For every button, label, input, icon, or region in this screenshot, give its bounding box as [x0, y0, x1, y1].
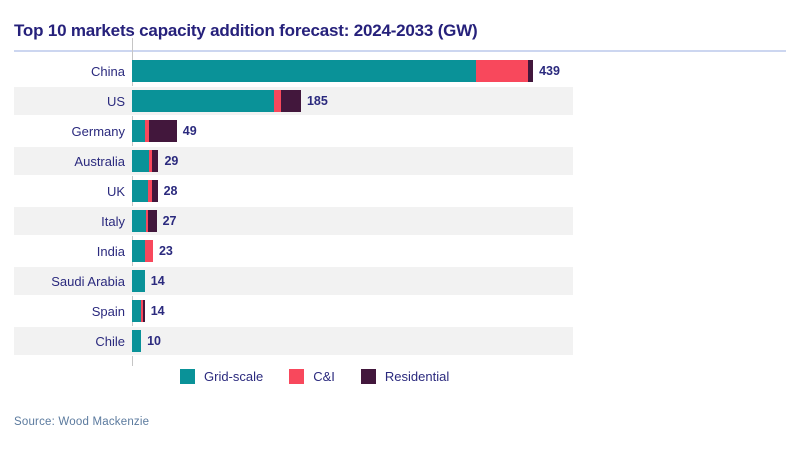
value-label: 49	[182, 124, 197, 138]
bar	[132, 210, 157, 232]
bar-zone: 14	[132, 300, 786, 322]
bar-segment-grid-scale	[132, 180, 149, 202]
bar-segment-grid-scale	[132, 60, 477, 82]
value-label: 14	[150, 274, 165, 288]
bar-row: UK 28	[14, 176, 786, 206]
bar	[132, 270, 145, 292]
legend-item-grid-scale: Grid-scale	[180, 369, 263, 384]
bar	[132, 180, 158, 202]
chart-title: Top 10 markets capacity addition forecas…	[14, 21, 478, 40]
bar-segment-c-i	[273, 90, 281, 112]
legend-swatch-residential	[360, 369, 376, 384]
bar	[132, 120, 177, 142]
bar-zone: 23	[132, 240, 786, 262]
bar-row: Spain 14	[14, 296, 786, 326]
bar-zone: 439	[132, 60, 786, 82]
legend-item-ci: C&I	[289, 369, 335, 384]
bar-zone: 49	[132, 120, 786, 142]
country-label: Germany	[71, 123, 125, 139]
bar-row: Germany 49	[14, 116, 786, 146]
country-label: Chile	[95, 333, 125, 349]
bar-segment-c-i	[148, 180, 153, 202]
bar-segment-c-i	[476, 60, 529, 82]
bar-segment-residential	[148, 210, 157, 232]
bar-row: US 185	[14, 86, 786, 116]
bar-row: India 23	[14, 236, 786, 266]
country-label: Italy	[101, 213, 125, 229]
bar-segment-c-i	[144, 240, 153, 262]
bar-zone: 10	[132, 330, 786, 352]
title-underline	[14, 50, 786, 52]
country-label: US	[106, 93, 125, 109]
bar-zone: 28	[132, 180, 786, 202]
legend: Grid-scale C&I Residential	[180, 369, 786, 384]
country-label: UK	[106, 183, 125, 199]
source-text: Source: Wood Mackenzie	[14, 416, 150, 428]
bar-segment-residential	[280, 90, 301, 112]
bar	[132, 300, 145, 322]
value-label: 29	[164, 154, 179, 168]
bar	[132, 330, 142, 352]
legend-label: C&I	[313, 369, 335, 384]
bar-segment-grid-scale	[132, 240, 145, 262]
bar-zone: 29	[132, 150, 786, 172]
bar-segment-residential	[152, 180, 158, 202]
bar-segment-residential	[152, 150, 159, 172]
bar-zone: 14	[132, 270, 786, 292]
country-label: Spain	[91, 303, 125, 319]
bar	[132, 150, 159, 172]
bar-segment-grid-scale	[132, 330, 142, 352]
bar-segment-residential	[142, 300, 145, 322]
bar	[132, 90, 301, 112]
bar-row: Chile 10	[14, 326, 786, 356]
bar-chart: China 439 US 185 Germany 49 Australia 29 UK 28 Ita…	[14, 56, 786, 356]
bar-segment-residential	[149, 120, 177, 142]
legend-swatch-ci	[289, 369, 305, 384]
y-axis-line	[132, 38, 133, 366]
bar-row: China 439	[14, 56, 786, 86]
bar-segment-grid-scale	[132, 270, 145, 292]
value-label: 27	[162, 214, 177, 228]
value-label: 10	[147, 334, 161, 348]
value-label: 14	[150, 304, 165, 318]
bar-segment-grid-scale	[132, 90, 274, 112]
legend-swatch-grid-scale	[180, 369, 195, 384]
bar-zone: 185	[132, 90, 786, 112]
country-label: China	[91, 63, 125, 79]
bar-row: Saudi Arabia 14	[14, 266, 786, 296]
value-label: 23	[158, 244, 173, 258]
value-label: 185	[306, 94, 328, 108]
legend-label: Grid-scale	[204, 369, 264, 384]
bar	[132, 60, 534, 82]
value-label: 28	[163, 184, 178, 198]
country-label: India	[96, 243, 125, 259]
bar-segment-residential	[528, 60, 534, 82]
bar-zone: 27	[132, 210, 786, 232]
legend-label: Residential	[384, 369, 450, 384]
bar	[132, 240, 153, 262]
bar-row: Australia 29	[14, 146, 786, 176]
bar-segment-c-i	[149, 150, 153, 172]
bar-segment-c-i	[145, 210, 149, 232]
bar-row: Italy 27	[14, 206, 786, 236]
bar-segment-c-i	[144, 120, 150, 142]
legend-item-residential: Residential	[360, 369, 450, 384]
country-label: Saudi Arabia	[51, 273, 125, 289]
bar-segment-c-i	[141, 300, 143, 322]
value-label: 439	[539, 64, 560, 78]
country-label: Australia	[74, 153, 125, 169]
bar-segment-grid-scale	[132, 150, 150, 172]
bar-segment-grid-scale	[132, 210, 146, 232]
bar-segment-grid-scale	[132, 300, 142, 322]
bar-segment-grid-scale	[132, 120, 145, 142]
